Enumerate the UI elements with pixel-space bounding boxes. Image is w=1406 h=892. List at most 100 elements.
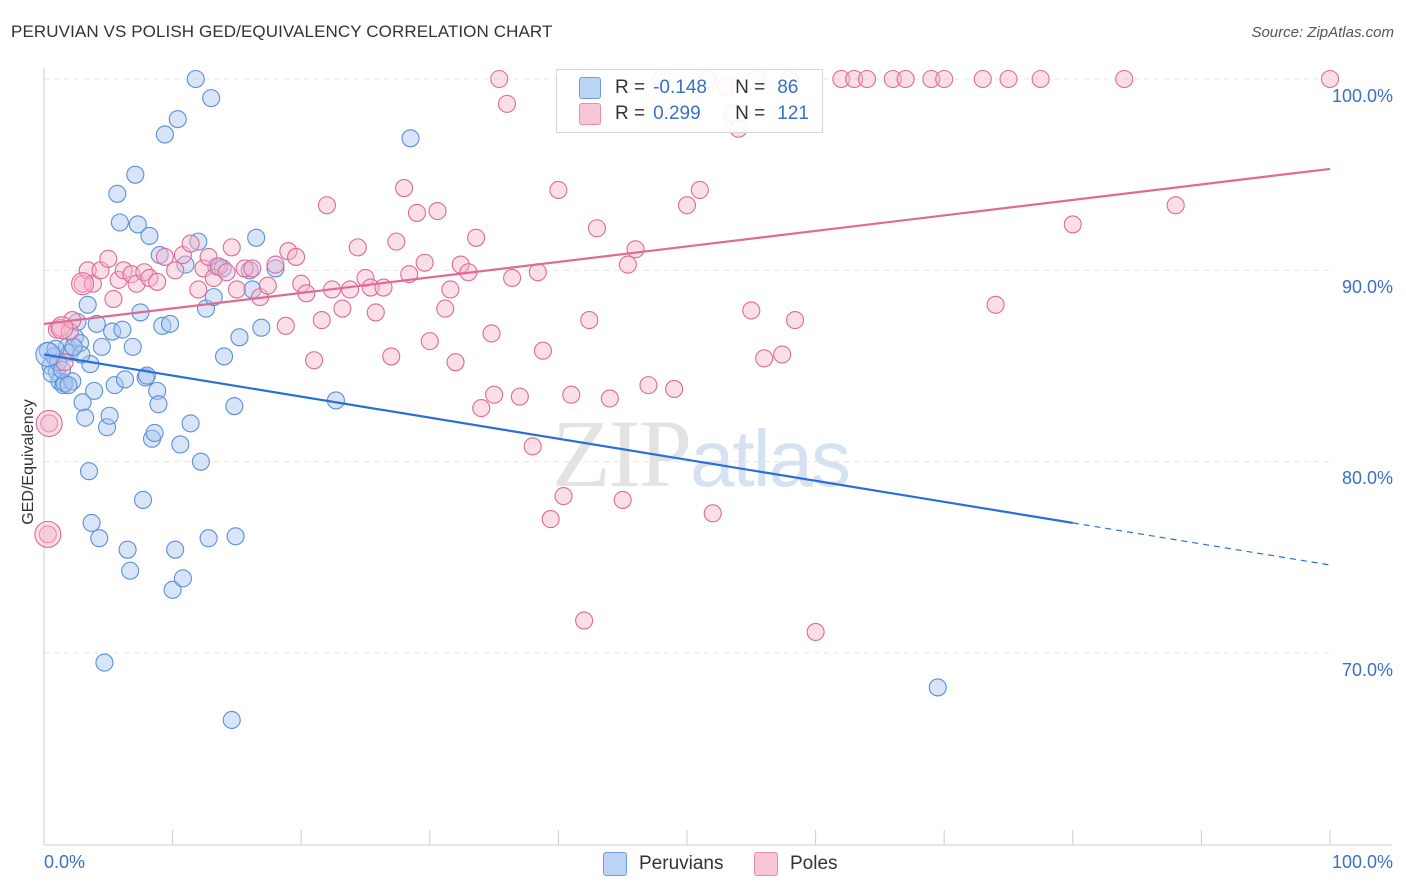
polish-point bbox=[395, 179, 414, 198]
polish-point bbox=[600, 389, 619, 408]
legend-n-label: N = bbox=[735, 77, 766, 98]
peruvian-point bbox=[226, 527, 245, 546]
polish-point bbox=[258, 276, 277, 295]
polish-point bbox=[312, 311, 331, 330]
peruvian-point bbox=[160, 314, 180, 333]
polish-point bbox=[523, 437, 542, 456]
polish-point bbox=[562, 385, 581, 404]
peruvian-point bbox=[115, 370, 135, 389]
polish-point bbox=[665, 379, 684, 399]
polish-point bbox=[999, 69, 1018, 89]
polish-point bbox=[348, 238, 367, 257]
polish-point bbox=[382, 347, 401, 366]
polish-point bbox=[857, 69, 877, 89]
peruvian-point bbox=[199, 529, 218, 548]
polish-point bbox=[922, 69, 941, 89]
polish-point bbox=[575, 611, 594, 630]
polish-point bbox=[356, 268, 375, 288]
polish-point bbox=[341, 280, 360, 299]
peruvian-point bbox=[145, 423, 164, 443]
polish-point bbox=[305, 351, 324, 370]
peruvian-point bbox=[222, 710, 241, 730]
peruvian-point bbox=[173, 569, 192, 588]
peruvian-point bbox=[108, 184, 127, 203]
peruvian-point bbox=[230, 328, 249, 347]
y-tick-label: 70.0% bbox=[1341, 660, 1393, 680]
polish-point bbox=[1320, 69, 1340, 89]
polish-point bbox=[528, 263, 547, 282]
polish-point bbox=[497, 94, 517, 113]
peruvian-point bbox=[82, 513, 101, 532]
peruvian-point bbox=[148, 381, 167, 400]
polish-point bbox=[104, 289, 123, 309]
series-legend-poles: Poles bbox=[754, 852, 838, 876]
legend-r-label: R = bbox=[615, 77, 646, 98]
polish-point bbox=[83, 274, 102, 293]
polish-point bbox=[626, 240, 645, 259]
polish-point bbox=[415, 253, 434, 272]
polish-point bbox=[407, 203, 426, 222]
x-tick-label-right: 100.0% bbox=[1331, 852, 1393, 872]
polish-point bbox=[148, 272, 167, 291]
polish-point bbox=[935, 69, 954, 89]
legend-row-poles: R = 0.299 N = 121 bbox=[579, 102, 809, 126]
polish-point bbox=[155, 247, 174, 266]
polish-point bbox=[845, 69, 864, 89]
polish-point bbox=[227, 280, 246, 299]
polish-point bbox=[217, 263, 236, 282]
polish-point bbox=[703, 504, 722, 523]
peruvian-point bbox=[928, 678, 947, 697]
legend-swatch-poles bbox=[579, 103, 601, 125]
peruvian-point bbox=[78, 295, 97, 314]
legend-row-peruvians: R = -0.148 N = 86 bbox=[579, 76, 798, 100]
peruvian-point bbox=[153, 316, 172, 335]
stats-legend: R = -0.148 N = 86 R = 0.299 N = 121 bbox=[556, 69, 823, 133]
peruvian-point bbox=[155, 125, 174, 144]
polish-point bbox=[832, 69, 851, 89]
peruvian-point bbox=[266, 259, 285, 278]
peruvian-point bbox=[72, 345, 91, 364]
polish-point bbox=[428, 201, 447, 221]
peruvian-point bbox=[90, 529, 109, 548]
peruvian-point bbox=[149, 395, 168, 414]
polish-point bbox=[1063, 215, 1082, 234]
peruvian-point bbox=[76, 408, 95, 427]
peruvian-point bbox=[42, 364, 61, 383]
y-tick-label: 80.0% bbox=[1341, 468, 1393, 488]
legend-label-peruvians: Peruvians bbox=[639, 853, 724, 874]
polish-point bbox=[587, 219, 607, 238]
peruvian-point bbox=[64, 337, 83, 356]
polish-point bbox=[472, 399, 491, 418]
legend-n-value: 121 bbox=[777, 103, 809, 124]
polish-point bbox=[287, 247, 306, 266]
polish-point bbox=[387, 232, 406, 251]
polish-point bbox=[317, 196, 336, 215]
polish-point bbox=[533, 341, 553, 360]
polish-point bbox=[99, 249, 118, 268]
chart-title: PERUVIAN VS POLISH GED/EQUIVALENCY CORRE… bbox=[11, 22, 553, 41]
peruvian-trend-extension bbox=[1072, 522, 1331, 566]
legend-n-label: N = bbox=[735, 103, 766, 124]
polish-point bbox=[276, 316, 295, 335]
chart-source: Source: ZipAtlas.com bbox=[1251, 24, 1394, 41]
peruvian-point bbox=[168, 110, 187, 129]
polish-point bbox=[755, 349, 774, 368]
peruvian-point bbox=[79, 462, 99, 481]
peruvian-point bbox=[202, 89, 221, 108]
peruvian-point bbox=[163, 580, 182, 599]
polish-point bbox=[1115, 69, 1134, 89]
legend-label-poles: Poles bbox=[790, 853, 838, 874]
legend-n-value: 86 bbox=[777, 77, 799, 98]
polish-point bbox=[181, 234, 200, 253]
polish-point bbox=[618, 255, 637, 274]
polish-point bbox=[677, 196, 697, 215]
peruvian-point bbox=[118, 540, 137, 559]
peruvian-point bbox=[105, 376, 124, 395]
polish-point bbox=[222, 238, 241, 257]
peruvian-point bbox=[225, 397, 244, 416]
polish-trend-line bbox=[43, 167, 1331, 325]
polish-point bbox=[896, 69, 915, 89]
polish-point bbox=[742, 301, 761, 320]
polish-point bbox=[40, 414, 59, 433]
polish-point bbox=[366, 303, 385, 322]
